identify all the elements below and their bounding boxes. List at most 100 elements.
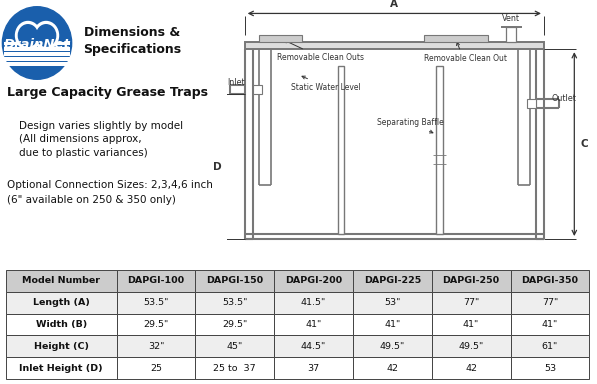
Bar [432,313,510,336]
Text: Vent: Vent [502,14,520,23]
Bar [245,42,544,49]
Bar [274,313,353,336]
Text: 77": 77" [463,298,479,307]
Text: 32": 32" [147,342,164,351]
Bar [432,270,510,291]
Bar [353,313,432,336]
Text: DrainNet: DrainNet [4,38,70,51]
Text: Removable Clean Out: Removable Clean Out [424,42,507,63]
Text: DAPGI-250: DAPGI-250 [442,276,500,285]
Bar [510,291,589,313]
Text: Inlet Height (D): Inlet Height (D) [20,364,103,373]
Bar [353,336,432,358]
Bar [6,270,116,291]
Bar [195,313,274,336]
Text: 29.5": 29.5" [143,320,168,329]
Text: Outlet: Outlet [551,94,576,103]
Bar [274,358,353,379]
Text: 41": 41" [384,320,401,329]
Bar [510,313,589,336]
Bar [353,270,432,291]
Text: 42: 42 [465,364,477,373]
Text: 41": 41" [463,320,479,329]
Bar [116,270,195,291]
Text: (All dimensions approx,: (All dimensions approx, [19,134,141,144]
Text: DAPGI-200: DAPGI-200 [285,276,342,285]
Text: 49.5": 49.5" [458,342,484,351]
Bar [6,358,116,379]
Bar [195,291,274,313]
Text: DAPGI-150: DAPGI-150 [206,276,263,285]
Bar [432,358,510,379]
Text: 25 to  37: 25 to 37 [213,364,256,373]
Text: D: D [213,162,221,172]
Circle shape [16,22,41,50]
Bar [6,313,116,336]
Text: 37: 37 [307,364,319,373]
Text: C: C [581,139,589,149]
Text: Optional Connection Sizes: 2,3,4,6 inch: Optional Connection Sizes: 2,3,4,6 inch [7,180,213,190]
Circle shape [36,25,56,46]
Text: DAPGI-100: DAPGI-100 [127,276,184,285]
Text: Model Number: Model Number [22,276,100,285]
Bar [6,336,116,358]
Bar [259,35,302,42]
Bar [195,358,274,379]
Text: Separating Baffle: Separating Baffle [377,118,444,133]
Text: DAPGI-225: DAPGI-225 [364,276,421,285]
Bar [432,291,510,313]
Bar [274,291,353,313]
Text: Height (C): Height (C) [34,342,89,351]
Text: 41": 41" [306,320,322,329]
FancyBboxPatch shape [4,62,70,66]
Bar [506,27,516,42]
Text: 44.5": 44.5" [301,342,326,351]
Text: 41": 41" [542,320,558,329]
Text: 29.5": 29.5" [222,320,247,329]
Text: 42: 42 [386,364,398,373]
Text: Dimensions &
Specifications: Dimensions & Specifications [84,25,181,56]
Bar [424,35,488,42]
Text: Static Water Level: Static Water Level [291,76,361,92]
Bar [510,336,589,358]
Text: (6" available on 250 & 350 only): (6" available on 250 & 350 only) [7,195,176,205]
Bar [116,291,195,313]
Bar [353,291,432,313]
Text: 41.5": 41.5" [301,298,326,307]
Bar [195,336,274,358]
FancyBboxPatch shape [4,47,70,51]
Bar [116,358,195,379]
Bar [353,358,432,379]
Bar [510,270,589,291]
Bar [116,336,195,358]
Bar [195,270,274,291]
Text: DAPGI-350: DAPGI-350 [521,276,578,285]
Text: Length (A): Length (A) [33,298,90,307]
Bar [527,99,536,108]
Ellipse shape [2,7,72,79]
Bar [6,291,116,313]
Text: 53": 53" [384,298,401,307]
Circle shape [19,25,38,46]
Text: 53: 53 [544,364,556,373]
Text: A: A [390,0,398,9]
Text: 61": 61" [542,342,558,351]
FancyBboxPatch shape [4,42,70,45]
Text: Design varies slightly by model: Design varies slightly by model [19,121,183,131]
Text: 45": 45" [227,342,243,351]
FancyBboxPatch shape [4,57,70,61]
Text: 77": 77" [542,298,558,307]
Text: Removable Clean Outs: Removable Clean Outs [277,40,364,62]
Text: Width (B): Width (B) [36,320,87,329]
Bar [274,336,353,358]
Bar [253,85,261,94]
Text: 49.5": 49.5" [380,342,405,351]
Circle shape [33,22,59,50]
Bar [432,336,510,358]
Bar [116,313,195,336]
FancyBboxPatch shape [4,52,70,56]
Bar [338,66,344,233]
Text: 53.5": 53.5" [222,298,247,307]
Bar [274,270,353,291]
Text: Large Capacity Grease Traps: Large Capacity Grease Traps [7,86,208,99]
